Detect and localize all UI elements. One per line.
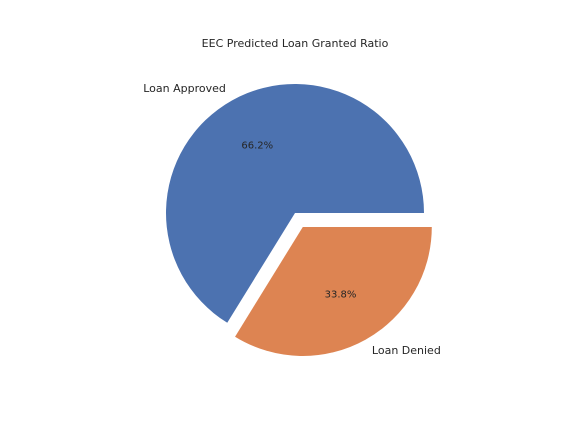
chart-title: EEC Predicted Loan Granted Ratio	[202, 37, 389, 50]
pie-percent-label-loan-approved: 66.2%	[241, 140, 273, 151]
pie-slice-loan-approved	[165, 83, 424, 323]
pie-category-label-loan-approved: Loan Approved	[143, 82, 226, 95]
pie-percent-label-loan-denied: 33.8%	[325, 290, 357, 301]
pie-slices	[165, 83, 432, 356]
pie-slice-loan-denied	[235, 226, 432, 356]
pie-labels: 66.2% Loan Approved 33.8% Loan Denied	[143, 82, 441, 357]
pie-category-label-loan-denied: Loan Denied	[372, 344, 441, 357]
